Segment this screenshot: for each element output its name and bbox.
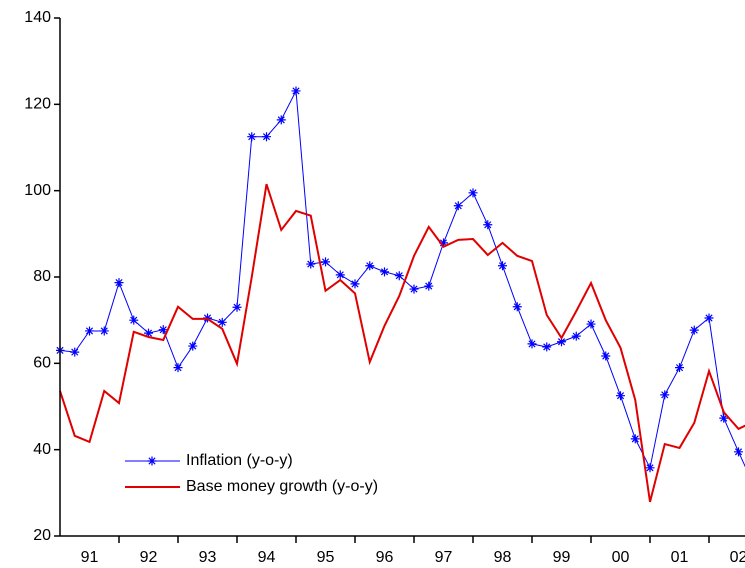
data-point — [704, 313, 714, 323]
data-point — [188, 341, 198, 351]
data-point — [232, 302, 242, 312]
data-point — [144, 328, 154, 338]
series-line — [59, 183, 745, 503]
data-point — [512, 302, 522, 312]
data-point — [114, 278, 124, 288]
data-point — [453, 201, 463, 211]
x-tick-label: 97 — [435, 549, 453, 566]
data-point — [173, 363, 183, 373]
data-point — [158, 325, 168, 335]
y-tick-label: 120 — [24, 96, 51, 113]
data-point — [262, 132, 272, 142]
y-tick-label: 100 — [24, 182, 51, 199]
data-point — [276, 115, 286, 125]
x-tick-label: 91 — [81, 549, 99, 566]
data-point — [586, 319, 596, 329]
data-point — [527, 339, 537, 349]
data-point — [99, 326, 109, 336]
data-point — [409, 284, 419, 294]
data-point — [394, 271, 404, 281]
y-tick-label: 60 — [33, 355, 51, 372]
data-point — [424, 281, 434, 291]
data-point — [734, 447, 744, 457]
data-point — [129, 315, 139, 325]
plot-area — [56, 86, 745, 503]
data-point — [689, 325, 699, 335]
data-point — [365, 261, 375, 271]
data-point — [247, 132, 257, 142]
series-line — [59, 89, 745, 470]
data-point — [630, 434, 640, 444]
x-tick-label: 95 — [317, 549, 335, 566]
x-tick-label: 01 — [671, 549, 689, 566]
data-point — [306, 259, 316, 269]
data-point — [571, 331, 581, 341]
data-point — [675, 363, 685, 373]
y-tick-label: 20 — [33, 527, 51, 544]
data-point — [601, 351, 611, 361]
legend-label: Base money growth (y-o-y) — [186, 478, 378, 495]
y-tick-label: 80 — [33, 268, 51, 285]
data-point — [70, 347, 80, 357]
data-point — [557, 337, 567, 347]
data-point — [85, 326, 95, 336]
data-point — [321, 257, 331, 267]
data-point — [616, 391, 626, 401]
data-point — [291, 86, 301, 96]
y-tick-label: 140 — [24, 9, 51, 26]
legend-marker — [147, 456, 157, 466]
x-tick-label: 93 — [199, 549, 217, 566]
x-tick-label: 00 — [612, 549, 630, 566]
x-tick-label: 99 — [553, 549, 571, 566]
data-point — [380, 267, 390, 277]
x-tick-label: 94 — [258, 549, 276, 566]
data-point — [542, 342, 552, 352]
data-point — [660, 390, 670, 400]
x-tick-label: 92 — [140, 549, 158, 566]
x-tick-label: 96 — [376, 549, 394, 566]
data-point — [483, 220, 493, 230]
data-point — [719, 413, 729, 423]
data-point — [350, 279, 360, 289]
data-point — [217, 317, 227, 327]
data-point — [468, 188, 478, 198]
data-point — [439, 238, 449, 248]
x-tick-label: 02 — [730, 549, 745, 566]
data-point — [498, 261, 508, 271]
data-point — [335, 270, 345, 280]
data-point — [645, 463, 655, 473]
x-tick-label: 98 — [494, 549, 512, 566]
legend-label: Inflation (y-o-y) — [186, 452, 293, 469]
y-tick-label: 40 — [33, 441, 51, 458]
